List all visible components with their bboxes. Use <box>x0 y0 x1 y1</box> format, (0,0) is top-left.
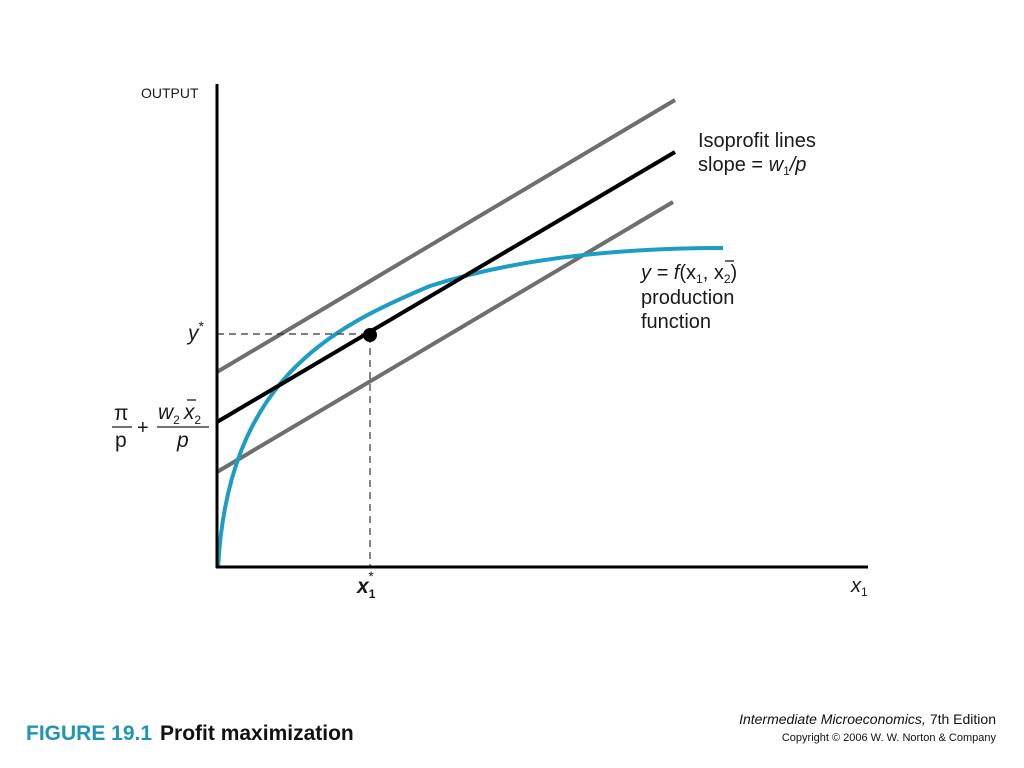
intercept-plus: + <box>137 417 149 439</box>
figure-number: FIGURE 19.1 <box>26 722 152 745</box>
intercept-numerator: w2 x2 <box>158 401 201 427</box>
optimum-point <box>363 328 377 342</box>
figure-title: Profit maximization <box>160 722 354 745</box>
x-axis-label: x1 <box>850 575 868 599</box>
isoprofit-line-optimal <box>215 150 677 424</box>
isoprofit-line-lower <box>215 200 675 474</box>
y-axis-label: OUTPUT <box>141 85 199 101</box>
x-star-label: x1* <box>356 568 376 601</box>
isoprofit-line-upper <box>215 98 677 374</box>
intercept-denominator: p <box>176 429 189 452</box>
intercept-pi: π <box>114 402 129 425</box>
book-credit: Intermediate Microeconomics, 7th Edition <box>739 711 996 727</box>
intercept-expression: π p + w2 x2 p <box>112 399 209 452</box>
production-equation: y = f(x1, x2) <box>639 262 737 286</box>
y-star-label: y* <box>186 318 205 345</box>
intercept-p: p <box>115 429 127 452</box>
copyright-notice: Copyright © 2006 W. W. Norton & Company <box>782 732 997 744</box>
production-function-curve <box>216 246 724 569</box>
isoprofit-slope: slope = w1/p <box>698 154 806 178</box>
production-label: production <box>641 287 734 309</box>
isoprofit-title: Isoprofit lines <box>698 130 816 152</box>
figure-caption: FIGURE 19.1 Profit maximization <box>26 722 354 745</box>
production-label-2: function <box>641 311 711 333</box>
